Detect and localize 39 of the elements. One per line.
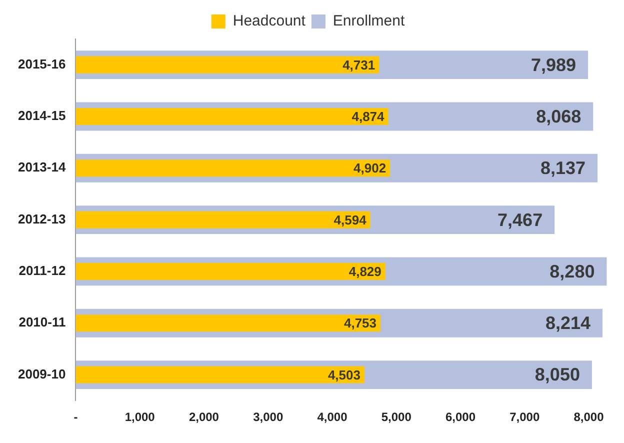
bar <box>76 262 386 280</box>
y-tick-label: 2015-16 <box>18 56 66 72</box>
data-label: 7,989 <box>531 54 576 75</box>
y-tick-label: 2012-13 <box>18 211 66 226</box>
data-label: 8,068 <box>536 106 582 126</box>
x-tick-label: 4,000 <box>317 410 348 424</box>
data-label: 8,050 <box>534 364 580 385</box>
data-label: 4,503 <box>328 367 360 382</box>
x-tick-label: 3,000 <box>253 410 284 424</box>
data-label: 4,874 <box>352 109 386 124</box>
data-label: 8,280 <box>550 261 595 282</box>
data-label: 4,594 <box>334 212 368 228</box>
bar <box>76 108 388 126</box>
data-label: 8,214 <box>545 313 590 334</box>
x-tick-label: 1,000 <box>124 410 156 424</box>
y-tick-label: 2009-10 <box>18 366 66 382</box>
data-label: 4,829 <box>348 264 382 280</box>
y-tick-label: 2014-15 <box>18 108 66 124</box>
data-label: 8,137 <box>540 158 586 178</box>
x-tick-label: 2,000 <box>188 410 220 424</box>
legend-label: Enrollment <box>332 12 406 30</box>
y-tick-label: 2013-14 <box>18 160 66 175</box>
bar <box>76 366 364 384</box>
data-label: 7,467 <box>498 210 543 230</box>
y-tick-label: 2010-11 <box>18 314 66 330</box>
data-label: 4,753 <box>344 316 377 331</box>
bar <box>76 314 381 332</box>
y-tick-label: 2011-12 <box>18 263 66 278</box>
data-label: 4,902 <box>354 160 386 176</box>
bar <box>76 160 390 177</box>
x-tick-label: - <box>74 410 78 424</box>
x-tick-label: 5,000 <box>381 410 412 424</box>
x-tick-label: 8,000 <box>574 410 604 424</box>
legend-label: Headcount <box>232 12 306 30</box>
x-tick-label: 7,000 <box>510 410 540 424</box>
data-label: 4,731 <box>342 57 376 72</box>
x-tick-label: 6,000 <box>445 410 476 424</box>
bar <box>76 211 370 228</box>
bar <box>76 56 380 74</box>
